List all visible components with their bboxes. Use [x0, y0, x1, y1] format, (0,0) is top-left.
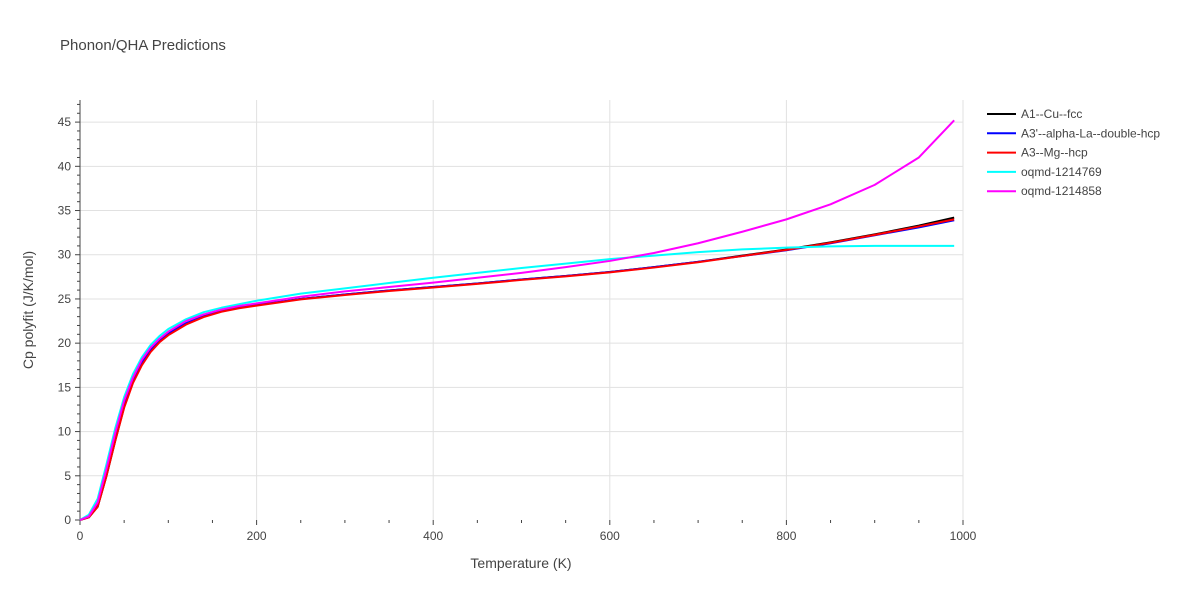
series-line-4	[79, 244, 955, 521]
y-tick-labels: 0 5 10 15 20 25 30 35 40 45	[58, 115, 72, 527]
series-line-5	[79, 119, 955, 521]
legend: A1--Cu--fcc A3'--alpha-La--double-hcp A3--…	[987, 107, 1160, 198]
legend-item-3[interactable]: A3--Mg--hcp	[987, 146, 1088, 160]
y-tick-label: 40	[58, 159, 72, 173]
y-tick-label: 10	[58, 425, 72, 439]
legend-item-4[interactable]: oqmd-1214769	[987, 165, 1102, 179]
x-tick-label: 0	[77, 529, 84, 543]
y-tick-label: 0	[64, 513, 71, 527]
series-lines	[79, 119, 955, 521]
x-tick-label: 1000	[950, 529, 977, 543]
x-axis-title: Temperature (K)	[470, 555, 571, 571]
series-line-3	[79, 218, 955, 521]
series-line-2	[79, 219, 955, 521]
legend-item-1[interactable]: A1--Cu--fcc	[987, 107, 1082, 121]
y-tick-label: 25	[58, 292, 72, 306]
legend-label: A3'--alpha-La--double-hcp	[1021, 126, 1160, 140]
legend-label: A3--Mg--hcp	[1021, 146, 1088, 160]
x-tick-labels: 0 200 400 600 800 1000	[77, 529, 977, 543]
chart-title: Phonon/QHA Predictions	[60, 37, 226, 54]
y-tick-label: 35	[58, 204, 72, 218]
legend-label: A1--Cu--fcc	[1021, 107, 1082, 121]
y-tick-label: 15	[58, 380, 72, 394]
x-tick-label: 200	[247, 529, 267, 543]
legend-item-2[interactable]: A3'--alpha-La--double-hcp	[987, 126, 1160, 140]
x-tick-label: 800	[776, 529, 796, 543]
x-tick-label: 400	[423, 529, 443, 543]
y-tick-label: 45	[58, 115, 72, 129]
grid	[80, 100, 964, 520]
legend-item-5[interactable]: oqmd-1214858	[987, 184, 1102, 198]
y-axis-title: Cp polyfit (J/K/mol)	[20, 251, 36, 369]
y-tick-label: 20	[58, 336, 72, 350]
x-tick-label: 600	[600, 529, 620, 543]
legend-label: oqmd-1214769	[1021, 165, 1102, 179]
y-tick-label: 5	[64, 469, 71, 483]
y-tick-label: 30	[58, 248, 72, 262]
series-line-1	[79, 216, 955, 521]
legend-label: oqmd-1214858	[1021, 184, 1102, 198]
